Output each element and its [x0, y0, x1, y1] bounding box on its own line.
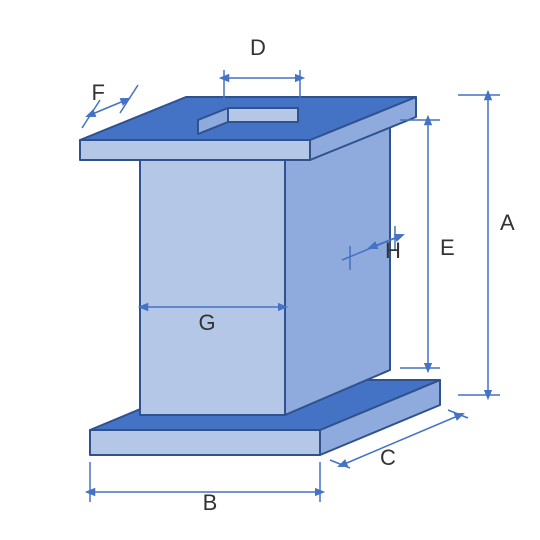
label-A: A — [500, 210, 515, 235]
top-flange-front — [80, 140, 310, 160]
label-D: D — [250, 35, 266, 60]
label-B: B — [203, 490, 218, 515]
label-F: F — [92, 80, 105, 105]
dim-E — [400, 120, 440, 368]
notch-back-wall — [228, 108, 298, 122]
label-H: H — [385, 238, 401, 263]
label-C: C — [380, 445, 396, 470]
dim-A — [458, 95, 500, 395]
label-E: E — [440, 235, 455, 260]
bottom-flange-front — [90, 430, 320, 455]
label-G: G — [198, 310, 215, 335]
ibeam-diagram: A B C D E F G H — [0, 0, 540, 540]
web-front — [140, 160, 285, 415]
